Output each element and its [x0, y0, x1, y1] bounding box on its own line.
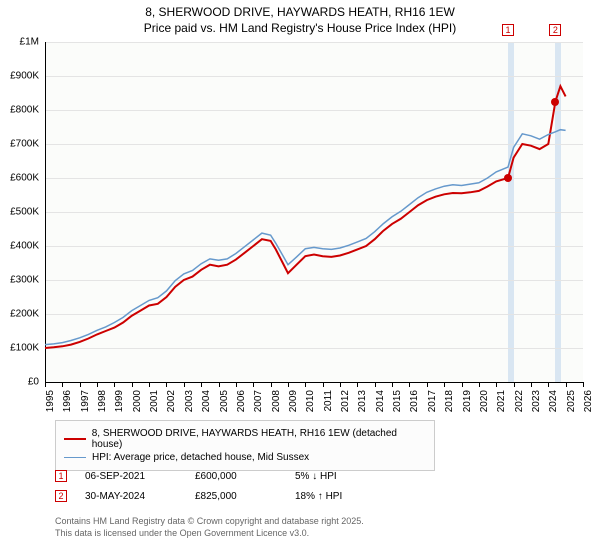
- row-marker-icon: 1: [55, 470, 67, 482]
- sale-point-1: [504, 174, 512, 182]
- table-row: 2 30-MAY-2024£825,00018% ↑ HPI: [55, 486, 425, 506]
- xtick-label: 2009: [288, 390, 299, 420]
- xtick-label: 2023: [531, 390, 542, 420]
- xtick-label: 2002: [166, 390, 177, 420]
- legend-label: HPI: Average price, detached house, Mid …: [92, 452, 309, 463]
- xtick-label: 2006: [236, 390, 247, 420]
- xtick-label: 2024: [548, 390, 559, 420]
- legend-item-1: 8, SHERWOOD DRIVE, HAYWARDS HEATH, RH16 …: [64, 428, 426, 450]
- xtick-label: 2001: [149, 390, 160, 420]
- marker-box-2: 2: [549, 24, 561, 36]
- series-price_paid: [45, 86, 566, 348]
- attribution-text: Contains HM Land Registry data © Crown c…: [55, 516, 364, 539]
- legend-swatch: [64, 438, 86, 440]
- row-price: £825,000: [195, 491, 295, 502]
- row-date: 30-MAY-2024: [85, 491, 195, 502]
- xtick-label: 2014: [375, 390, 386, 420]
- attribution-line-2: This data is licensed under the Open Gov…: [55, 528, 364, 540]
- xtick-label: 2016: [409, 390, 420, 420]
- row-date: 06-SEP-2021: [85, 471, 195, 482]
- xtick-label: 2013: [357, 390, 368, 420]
- row-change: 18% ↑ HPI: [295, 491, 425, 502]
- legend-swatch: [64, 457, 86, 458]
- xtick-label: 2021: [496, 390, 507, 420]
- series-hpi: [45, 130, 566, 345]
- xtick-label: 2017: [427, 390, 438, 420]
- xtick-label: 2005: [219, 390, 230, 420]
- sale-point-2: [551, 98, 559, 106]
- xtick-label: 1999: [114, 390, 125, 420]
- xtick-label: 2000: [132, 390, 143, 420]
- xtick-label: 2019: [462, 390, 473, 420]
- xtick-label: 1995: [45, 390, 56, 420]
- marker-box-1: 1: [502, 24, 514, 36]
- xtick-label: 2010: [305, 390, 316, 420]
- table-row: 1 06-SEP-2021£600,0005% ↓ HPI: [55, 466, 425, 486]
- xtick-label: 2020: [479, 390, 490, 420]
- xtick-label: 2008: [271, 390, 282, 420]
- legend-label: 8, SHERWOOD DRIVE, HAYWARDS HEATH, RH16 …: [92, 428, 426, 450]
- xtick-label: 2011: [323, 390, 334, 420]
- xtick-label: 1997: [80, 390, 91, 420]
- price-table-body: 1 06-SEP-2021£600,0005% ↓ HPI 2 30-MAY-2024…: [55, 466, 425, 506]
- xtick-label: 2018: [444, 390, 455, 420]
- page: { "title_line1": "8, SHERWOOD DRIVE, HAY…: [0, 0, 600, 560]
- xtick-label: 2022: [514, 390, 525, 420]
- attribution-line-1: Contains HM Land Registry data © Crown c…: [55, 516, 364, 528]
- series-lines: [0, 0, 600, 384]
- xtick-label: 2003: [184, 390, 195, 420]
- xtick-label: 1996: [62, 390, 73, 420]
- xtick-label: 2004: [201, 390, 212, 420]
- xtick-label: 2026: [583, 390, 594, 420]
- legend-box: 8, SHERWOOD DRIVE, HAYWARDS HEATH, RH16 …: [55, 420, 435, 471]
- xtick-label: 2012: [340, 390, 351, 420]
- xtick-label: 2025: [566, 390, 577, 420]
- legend-item-2: HPI: Average price, detached house, Mid …: [64, 452, 426, 463]
- xtick-label: 2015: [392, 390, 403, 420]
- row-price: £600,000: [195, 471, 295, 482]
- row-change: 5% ↓ HPI: [295, 471, 425, 482]
- xtick-label: 1998: [97, 390, 108, 420]
- xtick-label: 2007: [253, 390, 264, 420]
- row-marker-icon: 2: [55, 490, 67, 502]
